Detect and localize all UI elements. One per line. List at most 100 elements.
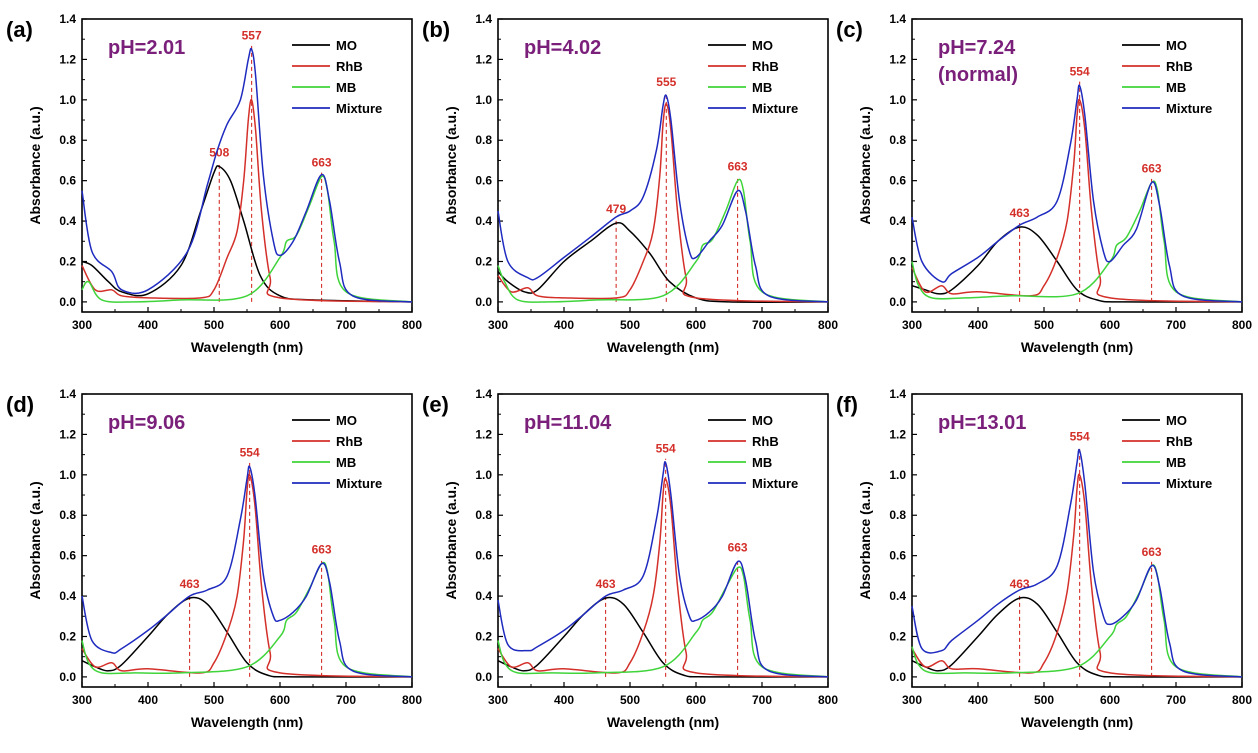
- panel-letter: (e): [422, 392, 449, 417]
- chart-panel-b: (b) 300 400 500 600 700 800 0.0 0.2 0.4 0.6 0.8 1.0 1…: [422, 12, 838, 355]
- x-tick-label: 700: [1166, 318, 1186, 332]
- legend-label: Mixture: [752, 101, 798, 116]
- x-axis-title: Wavelength (nm): [191, 714, 303, 730]
- x-tick-label: 600: [686, 693, 706, 707]
- legend-label: MO: [1166, 38, 1187, 53]
- chart-panel-a: (a) 300 400 500 600 700 800 0.0 0.2 0.4 0.6 0.8 1.0 1…: [6, 12, 422, 355]
- y-tick-label: 0.8: [59, 133, 76, 147]
- y-tick-label: 0.6: [889, 549, 906, 563]
- legend-label: RhB: [1166, 59, 1193, 74]
- legend-label: MO: [1166, 413, 1187, 428]
- series-line-mo: [81, 596, 413, 678]
- y-tick-label: 0.2: [889, 629, 906, 643]
- y-tick-label: 0.8: [889, 508, 906, 522]
- series-line-mixture: [81, 47, 413, 303]
- y-tick-label: 0.2: [59, 629, 76, 643]
- series-line-mb: [497, 566, 829, 678]
- y-tick-label: 0.4: [59, 589, 76, 603]
- chart-panel-f: (f) 300 400 500 600 700 800 0.0 0.2 0.4 0.6 0.8 1.0 1…: [836, 387, 1252, 730]
- y-tick-label: 1.4: [59, 12, 76, 26]
- x-axis-title: Wavelength (nm): [1021, 714, 1133, 730]
- y-tick-label: 0.8: [59, 508, 76, 522]
- series-line-mb: [497, 178, 829, 303]
- y-tick-label: 0.2: [475, 254, 492, 268]
- x-tick-label: 300: [902, 693, 922, 707]
- x-tick-label: 400: [554, 693, 574, 707]
- x-tick-label: 400: [138, 693, 158, 707]
- panel-letter: (b): [422, 17, 450, 42]
- x-tick-label: 700: [1166, 693, 1186, 707]
- panel-letter: (f): [836, 392, 858, 417]
- y-tick-label: 1.2: [59, 427, 76, 441]
- y-tick-label: 0.0: [475, 295, 492, 309]
- x-tick-label: 300: [72, 693, 92, 707]
- x-tick-label: 300: [488, 693, 508, 707]
- x-axis-title: Wavelength (nm): [1021, 339, 1133, 355]
- x-tick-label: 800: [402, 693, 422, 707]
- x-tick-label: 600: [270, 318, 290, 332]
- peak-label: 463: [180, 577, 200, 591]
- y-axis-title: Absorbance (a.u.): [443, 106, 459, 224]
- series-line-rhb: [81, 98, 413, 303]
- y-tick-label: 0.0: [59, 670, 76, 684]
- legend-label: MO: [336, 413, 357, 428]
- y-tick-label: 0.4: [889, 589, 906, 603]
- peak-label: 663: [728, 160, 748, 174]
- y-tick-label: 1.2: [889, 427, 906, 441]
- y-tick-label: 1.0: [59, 93, 76, 107]
- peak-label: 463: [596, 577, 616, 591]
- y-axis-title: Absorbance (a.u.): [27, 481, 43, 599]
- y-tick-label: 0.0: [59, 295, 76, 309]
- peak-label: 663: [312, 156, 332, 170]
- chart-panel-d: (d) 300 400 500 600 700 800 0.0 0.2 0.4 0.6 0.8 1.0 1…: [6, 387, 422, 730]
- legend-label: MB: [752, 80, 772, 95]
- x-tick-label: 800: [1232, 318, 1252, 332]
- x-axis-title: Wavelength (nm): [607, 714, 719, 730]
- y-tick-label: 1.0: [475, 93, 492, 107]
- x-tick-label: 700: [752, 318, 772, 332]
- x-tick-label: 500: [1034, 318, 1054, 332]
- y-tick-label: 0.0: [475, 670, 492, 684]
- series-line-rhb: [81, 473, 413, 678]
- panel-letter: (d): [6, 392, 34, 417]
- peak-label: 663: [1142, 545, 1162, 559]
- series-line-mb: [911, 180, 1243, 303]
- ph-label: pH=13.01: [938, 412, 1026, 434]
- legend-label: RhB: [752, 434, 779, 449]
- legend-label: MO: [752, 413, 773, 428]
- y-tick-label: 1.4: [475, 387, 492, 401]
- series-line-rhb: [911, 473, 1243, 678]
- y-axis-title: Absorbance (a.u.): [857, 106, 873, 224]
- y-tick-label: 1.4: [475, 12, 492, 26]
- legend-label: Mixture: [752, 476, 798, 491]
- y-tick-label: 0.4: [889, 214, 906, 228]
- series-line-mo: [911, 596, 1243, 678]
- x-tick-label: 400: [968, 693, 988, 707]
- x-tick-label: 300: [488, 318, 508, 332]
- series-line-rhb: [497, 477, 829, 678]
- y-tick-label: 1.2: [889, 52, 906, 66]
- y-tick-label: 0.4: [475, 589, 492, 603]
- ph-label: pH=4.02: [524, 37, 601, 59]
- y-tick-label: 1.4: [889, 12, 906, 26]
- series-line-mixture: [911, 84, 1243, 303]
- peak-label: 463: [1010, 577, 1030, 591]
- legend-label: MB: [336, 455, 356, 470]
- y-tick-label: 0.2: [889, 254, 906, 268]
- series-line-mixture: [81, 465, 413, 678]
- legend-label: RhB: [336, 59, 363, 74]
- x-tick-label: 800: [818, 318, 838, 332]
- y-tick-label: 1.0: [889, 93, 906, 107]
- y-tick-label: 1.0: [475, 468, 492, 482]
- y-tick-label: 1.2: [475, 52, 492, 66]
- x-axis-title: Wavelength (nm): [191, 339, 303, 355]
- series-line-mb: [911, 564, 1243, 678]
- y-tick-label: 0.8: [889, 133, 906, 147]
- legend-label: Mixture: [1166, 476, 1212, 491]
- series-line-mo: [911, 226, 1243, 303]
- x-tick-label: 600: [270, 693, 290, 707]
- series-line-mo: [497, 596, 829, 678]
- x-tick-label: 700: [336, 318, 356, 332]
- x-tick-label: 300: [72, 318, 92, 332]
- y-tick-label: 0.8: [475, 508, 492, 522]
